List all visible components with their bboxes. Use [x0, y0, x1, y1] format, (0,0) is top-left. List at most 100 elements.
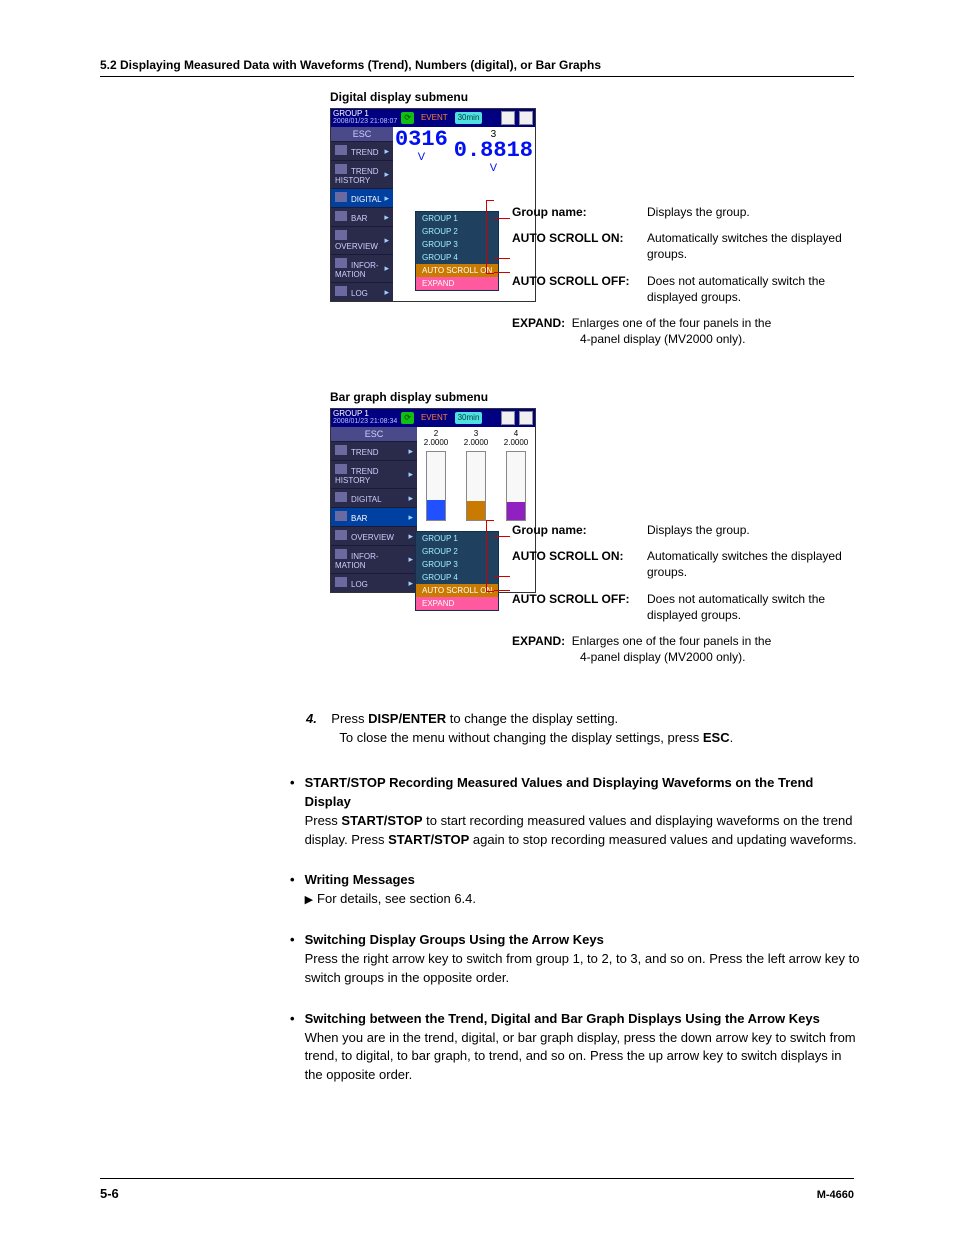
section-title: Switching Display Groups Using the Arrow… — [305, 931, 860, 950]
section-pointer: For details, see section 6.4. — [305, 890, 860, 909]
bar-cell-header: 3 — [459, 429, 493, 438]
lcd-group: GROUP 1 — [333, 410, 397, 418]
page-header: 5.2 Displaying Measured Data with Wavefo… — [100, 58, 854, 77]
menu-item[interactable]: TREND HISTORY — [331, 160, 393, 188]
bar-fill — [427, 500, 445, 520]
bar-cell-top: 2.0000 — [499, 438, 533, 447]
callout-lead-1 — [494, 536, 510, 537]
digital-figure: GROUP 1 2008/01/23 21:08:07 ⟳ EVENT 30mi… — [290, 108, 860, 378]
bar-scale — [466, 451, 486, 521]
callout-bracket — [486, 520, 494, 592]
callout-label: Group name: — [512, 204, 647, 220]
bar-fill — [507, 502, 525, 520]
submenu-item[interactable]: EXPAND — [416, 597, 498, 610]
bar-cell-top: 2.0000 — [459, 438, 493, 447]
bar-cell-header: 2 — [419, 429, 453, 438]
footer-page-number: 5-6 — [100, 1186, 119, 1201]
section-body: Press the right arrow key to switch from… — [305, 950, 860, 988]
camera-icon[interactable] — [501, 411, 515, 425]
callout: AUTO SCROLL ON:Automatically switches th… — [512, 230, 852, 262]
digital-cell: 3 0.8818 V — [454, 129, 533, 174]
callout-bracket — [486, 200, 494, 274]
menu-item[interactable]: TREND — [331, 441, 417, 460]
callout-lead-2 — [494, 576, 510, 577]
menu-item[interactable]: DIGITAL — [331, 488, 417, 507]
menu-item-icon — [335, 145, 347, 155]
callout: EXPAND: Enlarges one of the four panels … — [512, 315, 852, 347]
bullet-icon: • — [290, 1010, 295, 1085]
status-chip: ⟳ — [401, 412, 414, 424]
menu-item[interactable]: BAR — [331, 507, 417, 526]
bullet-icon: • — [290, 774, 295, 849]
bar-scale — [426, 451, 446, 521]
event-chip: EVENT — [418, 112, 451, 124]
callout: Group name:Displays the group. — [512, 204, 852, 220]
menu-item[interactable]: TREND — [331, 141, 393, 160]
config-icon[interactable] — [519, 411, 533, 425]
camera-icon[interactable] — [501, 111, 515, 125]
bar-cell-header: 4 — [499, 429, 533, 438]
menu-item[interactable]: TREND HISTORY — [331, 460, 417, 488]
callout-text-cont: 4-panel display (MV2000 only). — [512, 331, 852, 347]
status-chip: ⟳ — [401, 112, 414, 124]
callout-text: Displays the group. — [647, 204, 842, 220]
bar-cell-top: 2.0000 — [419, 438, 453, 447]
interval-chip: 30min — [455, 112, 483, 124]
lcd-timestamp: 2008/01/23 21:08:34 — [333, 418, 397, 426]
menu-item-icon — [335, 192, 347, 202]
bar-fill — [467, 501, 485, 520]
callout-text: Displays the group. — [647, 522, 842, 538]
menu-item[interactable]: LOG — [331, 573, 417, 592]
section: • Switching between the Trend, Digital a… — [290, 1010, 860, 1085]
esc-button[interactable]: ESC — [331, 427, 417, 441]
section: • START/STOP Recording Measured Values a… — [290, 774, 860, 849]
digital-cell-unit: V — [395, 151, 448, 163]
menu-item[interactable]: BAR — [331, 207, 393, 226]
bar-figure: GROUP 1 2008/01/23 21:08:34 ⟳ EVENT 30mi… — [290, 408, 860, 698]
bar-scale — [506, 451, 526, 521]
callout: EXPAND: Enlarges one of the four panels … — [512, 633, 852, 665]
step-4: 4. Press DISP/ENTER to change the displa… — [306, 710, 846, 748]
bar-lcd: GROUP 1 2008/01/23 21:08:34 ⟳ EVENT 30mi… — [330, 408, 536, 593]
menu-item-icon — [335, 211, 347, 221]
footer-doc-id: M-4660 — [817, 1189, 854, 1201]
section-title: START/STOP Recording Measured Values and… — [305, 774, 860, 812]
menu-item[interactable]: DIGITAL — [331, 188, 393, 207]
callout-lead-3 — [494, 590, 510, 591]
callout-label: AUTO SCROLL ON: — [512, 230, 647, 246]
interval-chip: 30min — [455, 412, 483, 424]
callout-label: EXPAND: — [512, 316, 565, 330]
section-body: When you are in the trend, digital, or b… — [305, 1029, 860, 1086]
menu-item[interactable]: LOG — [331, 282, 393, 301]
config-icon[interactable] — [519, 111, 533, 125]
lcd-titlebar: GROUP 1 2008/01/23 21:08:07 ⟳ EVENT 30mi… — [331, 109, 535, 127]
step4-line1-b: DISP/ENTER — [368, 711, 446, 726]
menu-item[interactable]: OVERVIEW — [331, 526, 417, 545]
menu-item-icon — [335, 230, 347, 240]
sections: • START/STOP Recording Measured Values a… — [290, 774, 860, 1107]
menu-item[interactable]: INFOR-MATION — [331, 545, 417, 573]
menu-item-icon — [335, 549, 347, 559]
section-title: Writing Messages — [305, 871, 860, 890]
callout-lead-2 — [494, 258, 510, 259]
bar-cell: 2 2.0000 — [419, 429, 453, 529]
digital-cell-value: 0.8818 — [454, 140, 533, 162]
menu-item-icon — [335, 492, 347, 502]
callout-text: Enlarges one of the four panels in the — [572, 316, 771, 330]
menu-item-icon — [335, 530, 347, 540]
callout: AUTO SCROLL OFF:Does not automatically s… — [512, 273, 852, 305]
menu-item-icon — [335, 511, 347, 521]
callout-text: Automatically switches the displayed gro… — [647, 548, 842, 580]
esc-button[interactable]: ESC — [331, 127, 393, 141]
bar-cell: 4 2.0000 — [499, 429, 533, 529]
digital-callouts: Group name:Displays the group.AUTO SCROL… — [512, 204, 852, 357]
step4-line1-c: to change the display setting. — [446, 711, 618, 726]
digital-cell-unit: V — [454, 162, 533, 174]
menu-item-icon — [335, 164, 347, 174]
menu-item[interactable]: OVERVIEW — [331, 226, 393, 254]
menu-item[interactable]: INFOR-MATION — [331, 254, 393, 282]
footer-rule — [100, 1178, 854, 1179]
callout: AUTO SCROLL ON:Automatically switches th… — [512, 548, 852, 580]
callout-text: Does not automatically switch the displa… — [647, 273, 842, 305]
step4-line1-a: Press — [331, 711, 368, 726]
